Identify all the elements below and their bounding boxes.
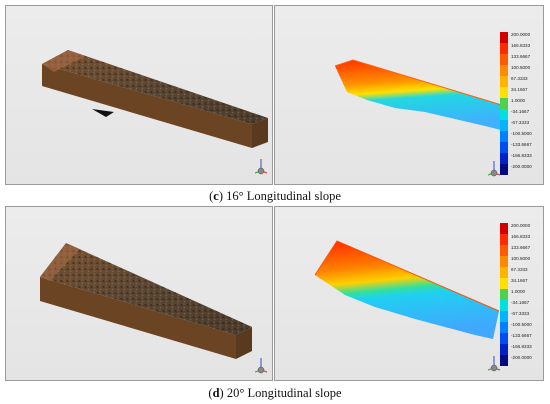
legend-label: 200.0000 bbox=[511, 223, 531, 228]
legend-swatch bbox=[500, 322, 508, 333]
legend-swatch bbox=[500, 245, 508, 256]
caption-text: 20° Longitudinal slope bbox=[226, 386, 342, 400]
legend-label: -166.8333 bbox=[511, 344, 532, 349]
legend-label: -133.6667 bbox=[511, 333, 532, 338]
caption-text: 16° Longitudinal slope bbox=[226, 189, 341, 203]
legend-label: -133.6667 bbox=[511, 142, 532, 147]
terrain-model-render-d bbox=[40, 243, 252, 359]
legend-swatch bbox=[500, 278, 508, 289]
legend-label: 67.3333 bbox=[511, 267, 528, 272]
legend-label: 67.3333 bbox=[511, 76, 528, 81]
legend-label: -67.3333 bbox=[511, 120, 530, 125]
legend-swatch bbox=[500, 131, 508, 142]
legend-label: 1.0000 bbox=[511, 289, 526, 294]
legend-label: 166.8333 bbox=[511, 43, 531, 48]
legend-label: -34.1667 bbox=[511, 300, 530, 305]
axis-triad bbox=[254, 355, 268, 377]
axis-triad bbox=[487, 158, 501, 180]
deviation-panel-c: 200.0000 166.8333 133.6667 100.5000 67.3… bbox=[274, 5, 544, 185]
legend-label: 34.1667 bbox=[511, 278, 528, 283]
legend-swatch bbox=[500, 234, 508, 245]
caption-letter: c bbox=[213, 189, 219, 203]
legend-swatch bbox=[500, 43, 508, 54]
legend-swatch bbox=[500, 355, 508, 366]
legend-swatch bbox=[500, 223, 508, 234]
legend-label: 34.1667 bbox=[511, 87, 528, 92]
legend-label: -100.5000 bbox=[511, 322, 532, 327]
legend-label: 133.6667 bbox=[511, 54, 531, 59]
legend-swatch bbox=[500, 300, 508, 311]
caption-letter: d bbox=[212, 386, 220, 400]
model-panel-d bbox=[5, 206, 273, 381]
legend-swatch bbox=[500, 311, 508, 322]
axis-triad bbox=[254, 156, 268, 178]
deviation-panel-d: 200.0000 166.8333 133.6667 100.5000 67.3… bbox=[274, 206, 544, 381]
legend-label: -100.5000 bbox=[511, 131, 532, 136]
color-scale-legend-c: 200.0000 166.8333 133.6667 100.5000 67.3… bbox=[500, 32, 542, 175]
legend-label: 200.0000 bbox=[511, 32, 531, 37]
deviation-map-render-c bbox=[334, 59, 506, 130]
legend-swatch bbox=[500, 333, 508, 344]
legend-swatch bbox=[500, 256, 508, 267]
color-scale-legend-d: 200.0000 166.8333 133.6667 100.5000 67.3… bbox=[500, 223, 542, 366]
legend-label: -34.1667 bbox=[511, 109, 530, 114]
legend-label: -200.0000 bbox=[511, 355, 532, 360]
legend-swatch bbox=[500, 120, 508, 131]
legend-swatch bbox=[500, 267, 508, 278]
figure-caption-d: (d) 20° Longitudinal slope bbox=[208, 386, 342, 400]
model-panel-c bbox=[5, 5, 273, 185]
legend-swatch bbox=[500, 87, 508, 98]
legend-swatch bbox=[500, 65, 508, 76]
legend-swatch bbox=[500, 289, 508, 300]
legend-swatch bbox=[500, 98, 508, 109]
legend-label: 100.5000 bbox=[511, 256, 531, 261]
legend-swatch bbox=[500, 76, 508, 87]
legend-swatch bbox=[500, 344, 508, 355]
legend-label: -67.3333 bbox=[511, 311, 530, 316]
legend-swatch bbox=[500, 164, 508, 175]
figure-caption-c: (c) 16° Longitudinal slope bbox=[209, 189, 341, 203]
terrain-model-render-c bbox=[42, 50, 268, 148]
legend-swatch bbox=[500, 142, 508, 153]
legend-swatch bbox=[500, 153, 508, 164]
legend-swatch bbox=[500, 32, 508, 43]
legend-swatch bbox=[500, 109, 508, 120]
legend-label: -200.0000 bbox=[511, 164, 532, 169]
deviation-map-render-d bbox=[314, 240, 500, 339]
legend-label: 1.0000 bbox=[511, 98, 526, 103]
legend-label: 100.5000 bbox=[511, 65, 531, 70]
axis-triad bbox=[487, 353, 501, 375]
legend-label: -166.8333 bbox=[511, 153, 532, 158]
legend-label: 166.8333 bbox=[511, 234, 531, 239]
legend-label: 133.6667 bbox=[511, 245, 531, 250]
legend-swatch bbox=[500, 54, 508, 65]
